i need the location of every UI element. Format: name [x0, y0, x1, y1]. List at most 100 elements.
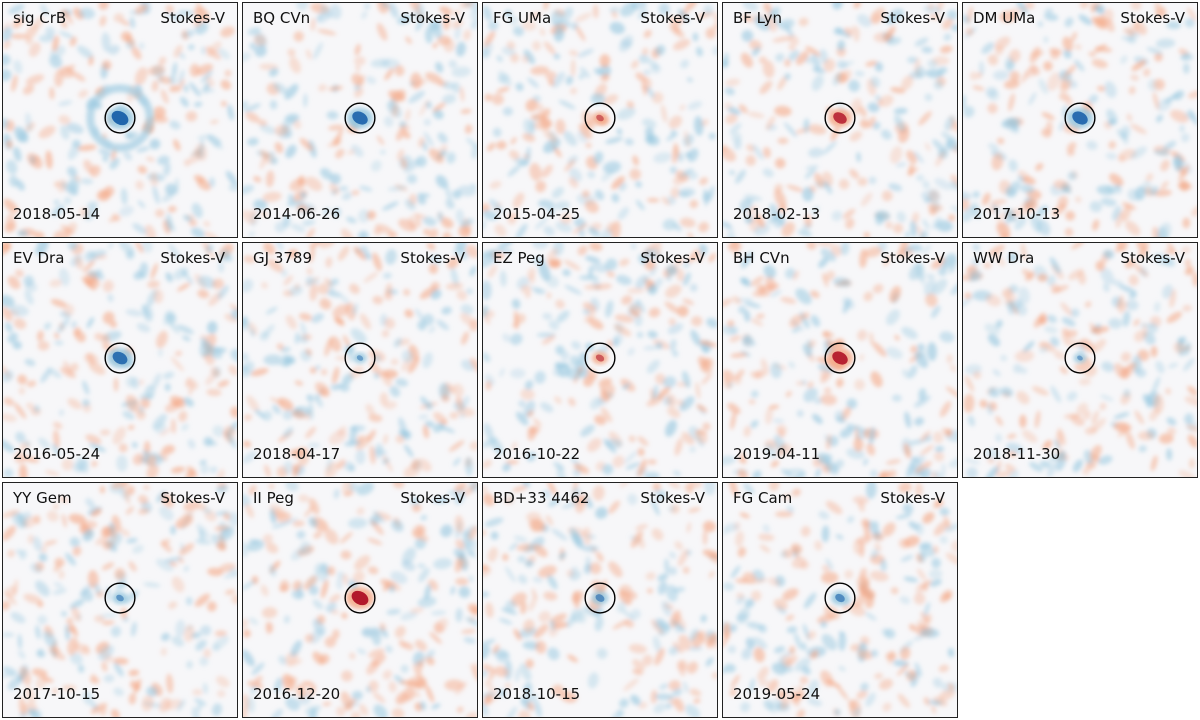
source-core	[111, 110, 129, 126]
noise-field	[3, 3, 237, 237]
noise-field	[3, 243, 237, 477]
observation-date: 2016-10-22	[493, 445, 581, 463]
source-core	[352, 111, 368, 125]
star-name: FG Cam	[733, 489, 793, 507]
image-panel: BQ CVn Stokes-V 2014-06-26	[242, 2, 478, 238]
image-panel: WW Dra Stokes-V 2018-11-30	[962, 242, 1198, 478]
star-name: EZ Peg	[493, 249, 545, 267]
stokes-label: Stokes-V	[160, 489, 225, 507]
source-core	[356, 355, 364, 361]
target-circle	[1064, 102, 1096, 134]
star-name: II Peg	[253, 489, 294, 507]
stokes-label: Stokes-V	[640, 9, 705, 27]
observation-date: 2018-11-30	[973, 445, 1061, 463]
target-circle	[824, 102, 856, 134]
image-panel: EZ Peg Stokes-V 2016-10-22	[482, 242, 718, 478]
sidelobe-ring	[86, 84, 154, 152]
image-panel: DM UMa Stokes-V 2017-10-13	[962, 2, 1198, 238]
source-core	[351, 590, 369, 606]
stokes-label: Stokes-V	[160, 249, 225, 267]
star-name: sig CrB	[13, 9, 67, 27]
stokes-label: Stokes-V	[1120, 9, 1185, 27]
noise-field	[243, 3, 477, 237]
star-name: GJ 3789	[253, 249, 312, 267]
star-name: BF Lyn	[733, 9, 783, 27]
star-name: BQ CVn	[253, 9, 311, 27]
observation-date: 2019-05-24	[733, 685, 821, 703]
noise-field	[963, 3, 1197, 237]
noise-field	[723, 243, 957, 477]
stokes-v-map	[243, 3, 477, 237]
stokes-v-map	[3, 243, 237, 477]
stokes-label: Stokes-V	[880, 9, 945, 27]
observation-date: 2019-04-11	[733, 445, 821, 463]
noise-field	[723, 3, 957, 237]
source-core	[595, 354, 605, 362]
stokes-label: Stokes-V	[880, 249, 945, 267]
target-circle	[104, 342, 136, 374]
target-circle	[824, 582, 856, 614]
noise-field	[243, 483, 477, 717]
observation-date: 2017-10-13	[973, 205, 1061, 223]
source-core	[596, 114, 604, 122]
source-core	[112, 351, 128, 365]
image-panel: GJ 3789 Stokes-V 2018-04-17	[242, 242, 478, 478]
image-panel: II Peg Stokes-V 2016-12-20	[242, 482, 478, 718]
target-circle	[1064, 342, 1096, 374]
source-core	[116, 594, 124, 602]
stokes-v-map	[3, 483, 237, 717]
stokes-v-map	[723, 243, 957, 477]
noise-field	[243, 243, 477, 477]
image-panel: BH CVn Stokes-V 2019-04-11	[722, 242, 958, 478]
noise-field	[483, 3, 717, 237]
stokes-label: Stokes-V	[400, 489, 465, 507]
source-glow	[1073, 353, 1087, 364]
source-core	[595, 594, 605, 602]
stokes-v-map	[243, 483, 477, 717]
star-name: YY Gem	[13, 489, 72, 507]
stokes-label: Stokes-V	[640, 489, 705, 507]
stokes-label: Stokes-V	[1120, 249, 1185, 267]
stokes-v-map	[483, 3, 717, 237]
observation-date: 2018-10-15	[493, 685, 581, 703]
target-circle	[584, 582, 616, 614]
observation-date: 2014-06-26	[253, 205, 341, 223]
stokes-v-map	[963, 243, 1197, 477]
star-name: FG UMa	[493, 9, 552, 27]
stokes-v-map	[723, 3, 957, 237]
star-name: BD+33 4462	[493, 489, 590, 507]
target-circle	[584, 342, 616, 374]
observation-date: 2018-04-17	[253, 445, 341, 463]
star-name: EV Dra	[13, 249, 65, 267]
source-core	[1072, 111, 1088, 125]
stokes-v-map	[483, 483, 717, 717]
noise-field	[3, 483, 237, 717]
image-panel: FG UMa Stokes-V 2015-04-25	[482, 2, 718, 238]
observation-date: 2016-05-24	[13, 445, 101, 463]
stokes-v-map	[723, 483, 957, 717]
observation-date: 2018-02-13	[733, 205, 821, 223]
target-circle	[344, 102, 376, 134]
stokes-label: Stokes-V	[400, 249, 465, 267]
target-circle	[104, 582, 136, 614]
image-panel: sig CrB Stokes-V 2018-05-14	[2, 2, 238, 238]
target-circle	[344, 582, 376, 614]
noise-field	[963, 243, 1197, 477]
star-name: WW Dra	[973, 249, 1035, 267]
observation-date: 2015-04-25	[493, 205, 581, 223]
target-circle	[344, 342, 376, 374]
stokes-label: Stokes-V	[880, 489, 945, 507]
star-name: DM UMa	[973, 9, 1036, 27]
target-circle	[104, 102, 136, 134]
observation-date: 2017-10-15	[13, 685, 101, 703]
image-panel: BF Lyn Stokes-V 2018-02-13	[722, 2, 958, 238]
stokes-label: Stokes-V	[640, 249, 705, 267]
image-panel: BD+33 4462 Stokes-V 2018-10-15	[482, 482, 718, 718]
stokes-label: Stokes-V	[160, 9, 225, 27]
stokes-v-map	[3, 3, 237, 237]
star-name: BH CVn	[733, 249, 790, 267]
noise-field	[483, 243, 717, 477]
stokes-v-map	[963, 3, 1197, 237]
image-panel: YY Gem Stokes-V 2017-10-15	[2, 482, 238, 718]
